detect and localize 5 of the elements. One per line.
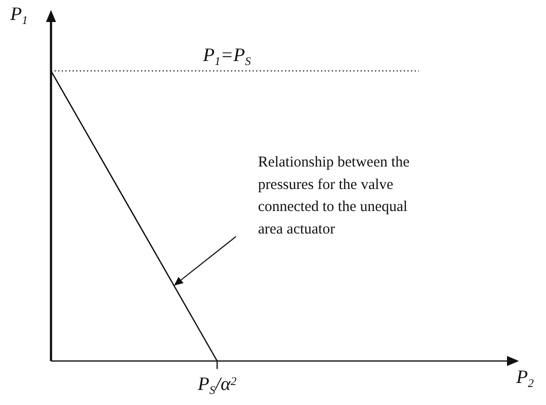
text: P$_{2}$ bbox=[515, 367, 534, 390]
ref-line-label: P$_{1}$=P$_{S}$ bbox=[202, 44, 251, 68]
y-axis-title: P$_{1}$ bbox=[9, 4, 28, 27]
annotation: Relationship between the pressures for the valve connected to the unequal area actuator bbox=[258, 154, 410, 238]
annotation: P$_{S}$/α$^{2}$ bbox=[196, 374, 237, 397]
